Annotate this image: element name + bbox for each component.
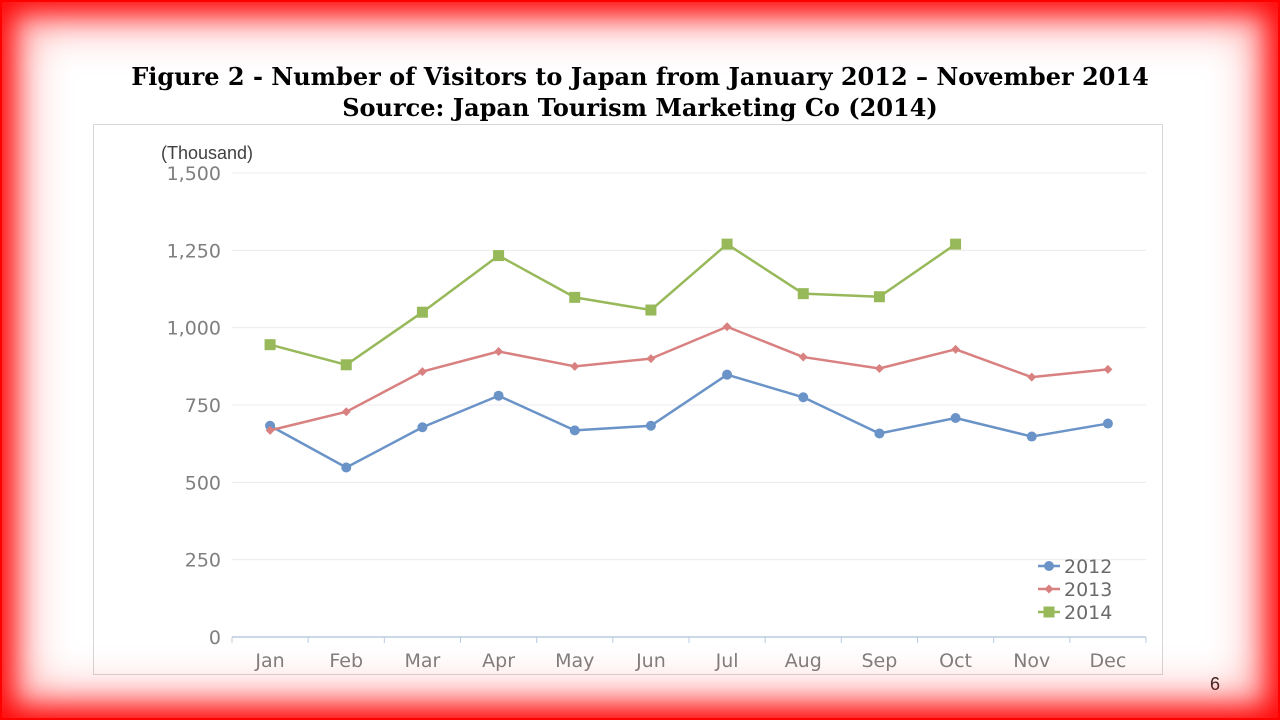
data-point <box>340 359 352 371</box>
data-point <box>1026 431 1037 442</box>
data-point <box>341 407 351 417</box>
legend-marker <box>1044 584 1054 594</box>
data-point <box>797 288 809 300</box>
data-point <box>570 361 580 371</box>
data-point <box>950 238 962 250</box>
x-tick-label: Jun <box>635 650 666 672</box>
data-point <box>646 354 656 364</box>
page-number: 6 <box>1210 674 1221 694</box>
x-tick-label: Feb <box>329 650 363 672</box>
data-point <box>721 238 733 250</box>
data-point <box>265 425 275 435</box>
legend-item-2013: 2013 <box>1038 579 1112 601</box>
data-point <box>417 367 427 377</box>
data-point <box>494 346 504 356</box>
y-tick-label: 1,500 <box>167 163 221 185</box>
series-2014 <box>264 238 962 371</box>
y-tick-label: 1,250 <box>167 240 221 262</box>
x-tick-label: Mar <box>404 650 440 672</box>
legend-item-2014: 2014 <box>1038 602 1112 624</box>
data-point <box>874 363 884 373</box>
line-chart: 0 250 500 750 1,000 1,250 1,500 Jan Feb Mar Apr May… <box>161 143 1147 672</box>
data-point <box>493 390 504 401</box>
axes: 0 250 500 750 1,000 1,250 1,500 Jan Feb Mar Apr May… <box>167 163 1147 672</box>
data-point <box>416 306 428 318</box>
data-point <box>873 291 885 303</box>
y-tick-label: 0 <box>209 627 221 649</box>
x-tick-label: Oct <box>939 650 972 672</box>
x-tick-label: Jan <box>254 650 284 672</box>
y-tick-label: 250 <box>185 550 221 572</box>
data-point <box>645 420 656 431</box>
legend-marker <box>1044 561 1054 571</box>
data-point <box>1027 372 1037 382</box>
data-point <box>1102 418 1113 429</box>
series-layer <box>264 238 1113 473</box>
series-2012 <box>265 369 1113 473</box>
data-point <box>264 339 276 351</box>
legend-marker <box>1043 606 1055 618</box>
data-point <box>951 344 961 354</box>
legend-label: 2014 <box>1064 602 1112 624</box>
x-tick-label: May <box>555 650 594 672</box>
data-point <box>874 428 885 439</box>
data-point <box>569 291 581 303</box>
chart-area: 0 250 500 750 1,000 1,250 1,500 Jan Feb Mar Apr May… <box>93 124 1163 675</box>
figure-title: Figure 2 - Number of Visitors to Japan f… <box>131 62 1149 91</box>
data-point <box>341 462 352 473</box>
legend-label: 2012 <box>1064 556 1112 578</box>
data-point <box>1103 364 1113 374</box>
data-point <box>722 322 732 332</box>
y-tick-label: 750 <box>185 395 221 417</box>
gridlines <box>232 172 1146 561</box>
data-point <box>722 369 733 380</box>
x-tick-label: Apr <box>482 650 515 672</box>
legend-item-2012: 2012 <box>1038 556 1112 578</box>
y-tick-label: 1,000 <box>167 318 221 340</box>
data-point <box>798 392 809 403</box>
data-point <box>645 304 657 316</box>
x-tick-label: Dec <box>1090 650 1127 672</box>
series-2013 <box>265 322 1113 435</box>
data-point <box>417 422 428 433</box>
data-point <box>798 352 808 362</box>
series-line <box>269 242 957 367</box>
series-line <box>269 373 1109 469</box>
x-tick-label: Sep <box>862 650 898 672</box>
data-point <box>569 425 580 436</box>
series-line <box>269 325 1109 432</box>
y-axis-unit-label: (Thousand) <box>161 143 253 163</box>
data-point <box>493 250 505 262</box>
data-point <box>265 420 276 431</box>
x-tick-label: Jul <box>715 650 739 672</box>
x-tick-label: Nov <box>1013 650 1050 672</box>
figure-source: Source: Japan Tourism Marketing Co (2014… <box>342 93 938 122</box>
y-tick-label: 500 <box>185 472 221 494</box>
data-point <box>950 412 961 423</box>
legend-label: 2013 <box>1064 579 1112 601</box>
x-tick-label: Aug <box>785 650 822 672</box>
